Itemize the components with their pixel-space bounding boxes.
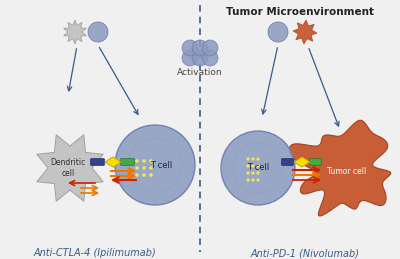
Circle shape xyxy=(88,22,108,42)
Polygon shape xyxy=(64,20,86,44)
Circle shape xyxy=(135,159,139,163)
Circle shape xyxy=(149,159,153,163)
Circle shape xyxy=(192,40,208,56)
Circle shape xyxy=(252,164,254,168)
FancyBboxPatch shape xyxy=(121,159,134,165)
Circle shape xyxy=(202,50,218,66)
Polygon shape xyxy=(293,20,317,44)
Circle shape xyxy=(246,171,250,175)
Circle shape xyxy=(115,125,195,205)
Circle shape xyxy=(149,166,153,170)
Circle shape xyxy=(142,159,146,163)
Circle shape xyxy=(202,40,218,56)
Text: Tumor cell: Tumor cell xyxy=(327,168,367,176)
Circle shape xyxy=(182,40,198,56)
Polygon shape xyxy=(105,157,121,167)
Circle shape xyxy=(252,157,254,161)
Polygon shape xyxy=(37,135,103,201)
Circle shape xyxy=(256,157,260,161)
Text: Anti-PD-1 (Nivolumab): Anti-PD-1 (Nivolumab) xyxy=(250,248,360,258)
Polygon shape xyxy=(294,157,310,167)
FancyBboxPatch shape xyxy=(282,159,293,165)
Text: T cell: T cell xyxy=(150,161,172,169)
Circle shape xyxy=(221,131,295,205)
Circle shape xyxy=(246,178,250,182)
Circle shape xyxy=(252,171,254,175)
Circle shape xyxy=(142,166,146,170)
Circle shape xyxy=(192,50,208,66)
FancyBboxPatch shape xyxy=(91,159,104,165)
FancyBboxPatch shape xyxy=(310,159,321,165)
Text: T cell: T cell xyxy=(247,163,269,172)
Text: Tumor Microenvironment: Tumor Microenvironment xyxy=(226,7,374,17)
Circle shape xyxy=(268,22,288,42)
Circle shape xyxy=(135,173,139,177)
Circle shape xyxy=(256,171,260,175)
Polygon shape xyxy=(289,120,391,216)
Circle shape xyxy=(149,173,153,177)
Circle shape xyxy=(256,178,260,182)
Circle shape xyxy=(252,178,254,182)
Circle shape xyxy=(246,164,250,168)
Circle shape xyxy=(246,157,250,161)
Circle shape xyxy=(182,50,198,66)
Circle shape xyxy=(142,173,146,177)
Text: Dendritic
cell: Dendritic cell xyxy=(50,158,86,178)
Circle shape xyxy=(135,166,139,170)
Circle shape xyxy=(256,164,260,168)
Text: Activation: Activation xyxy=(177,68,223,77)
Text: Anti-CTLA-4 (Ipilimumab): Anti-CTLA-4 (Ipilimumab) xyxy=(34,248,156,258)
